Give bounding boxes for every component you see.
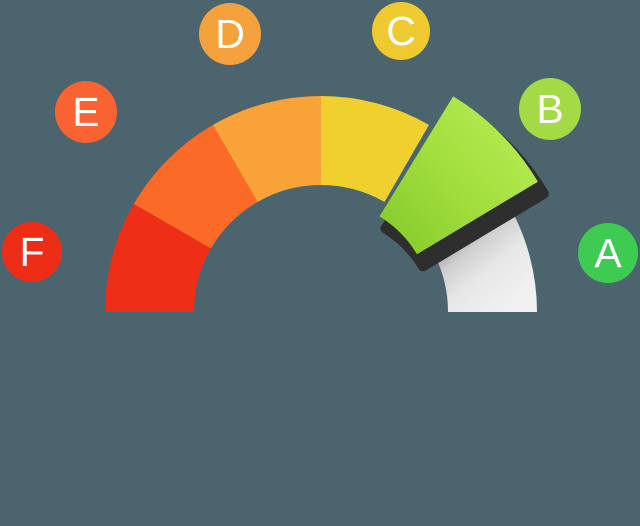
badge-d-label: D	[215, 11, 245, 57]
badge-a[interactable]: A	[578, 223, 638, 283]
badge-c[interactable]: C	[372, 2, 430, 60]
badge-b[interactable]: B	[519, 78, 581, 140]
badge-d[interactable]: D	[199, 3, 261, 65]
grade-badges: F E D C B A	[2, 2, 638, 283]
badge-f[interactable]: F	[2, 222, 62, 282]
gauge-segment-d[interactable]	[213, 95, 321, 202]
badge-a-label: A	[594, 230, 622, 276]
badge-b-label: B	[536, 86, 563, 132]
gauge-segment-c[interactable]	[321, 95, 429, 202]
badge-c-label: C	[386, 8, 416, 54]
badge-e-label: E	[72, 89, 99, 135]
badge-e-circle[interactable]	[55, 81, 117, 143]
badge-e[interactable]: E	[55, 81, 117, 143]
badge-f-circle[interactable]	[2, 222, 62, 282]
badge-d-circle[interactable]	[199, 3, 261, 65]
gauge-segment-f[interactable]	[104, 204, 211, 312]
badge-f-label: F	[19, 229, 44, 275]
gauge-segment-b-selected[interactable]	[379, 96, 538, 255]
gauge-segment-a-inactive[interactable]	[431, 204, 537, 312]
gauge-arc	[104, 95, 549, 312]
badge-c-circle[interactable]	[372, 2, 430, 60]
gauge-segment-e[interactable]	[133, 124, 258, 249]
badge-b-circle[interactable]	[519, 78, 581, 140]
badge-a-circle[interactable]	[578, 223, 638, 283]
